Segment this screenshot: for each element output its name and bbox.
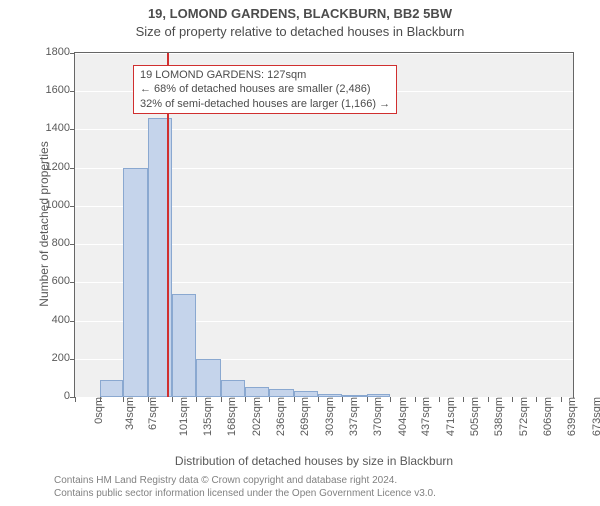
ytick-label: 200 xyxy=(30,352,70,364)
xtick-label: 673sqm xyxy=(591,397,600,436)
histogram-chart: 0sqm34sqm67sqm101sqm135sqm168sqm202sqm23… xyxy=(54,52,574,398)
xtick-mark xyxy=(390,397,391,402)
xtick-mark xyxy=(439,397,440,402)
xtick-label: 202sqm xyxy=(251,397,263,436)
xtick-label: 538sqm xyxy=(493,397,505,436)
annotation-line: ← 68% of detached houses are smaller (2,… xyxy=(140,82,390,96)
ytick-label: 1400 xyxy=(30,122,70,134)
histogram-bar xyxy=(148,118,173,397)
ytick-mark xyxy=(70,359,75,360)
xtick-label: 101sqm xyxy=(178,397,190,436)
xtick-label: 572sqm xyxy=(518,397,530,436)
ytick-label: 400 xyxy=(30,314,70,326)
histogram-bar xyxy=(245,387,269,397)
xtick-mark xyxy=(269,397,270,402)
ytick-mark xyxy=(70,91,75,92)
ytick-mark xyxy=(70,168,75,169)
ytick-mark xyxy=(70,53,75,54)
xtick-mark xyxy=(561,397,562,402)
ytick-label: 1600 xyxy=(30,84,70,96)
xtick-label: 269sqm xyxy=(299,397,311,436)
xtick-mark xyxy=(512,397,513,402)
xtick-label: 34sqm xyxy=(124,397,136,430)
ytick-label: 1000 xyxy=(30,199,70,211)
footer-line-1: Contains HM Land Registry data © Crown c… xyxy=(54,475,436,488)
xtick-label: 303sqm xyxy=(324,397,336,436)
ytick-label: 0 xyxy=(30,390,70,402)
footer-attribution: Contains HM Land Registry data © Crown c… xyxy=(54,475,436,500)
xtick-label: 236sqm xyxy=(275,397,287,436)
xtick-label: 337sqm xyxy=(348,397,360,436)
xtick-label: 135sqm xyxy=(203,397,215,436)
histogram-bar xyxy=(172,294,196,397)
histogram-bar xyxy=(100,380,124,397)
x-axis-label: Distribution of detached houses by size … xyxy=(54,454,574,468)
xtick-label: 437sqm xyxy=(421,397,433,436)
page-subtitle: Size of property relative to detached ho… xyxy=(0,24,600,40)
ytick-mark xyxy=(70,129,75,130)
xtick-mark xyxy=(294,397,295,402)
ytick-label: 1200 xyxy=(30,161,70,173)
xtick-label: 471sqm xyxy=(445,397,457,436)
xtick-mark xyxy=(245,397,246,402)
ytick-label: 1800 xyxy=(30,46,70,58)
xtick-mark xyxy=(415,397,416,402)
histogram-bar xyxy=(269,389,294,397)
annotation-line: 19 LOMOND GARDENS: 127sqm xyxy=(140,68,390,82)
xtick-mark xyxy=(367,397,368,402)
annotation-box: 19 LOMOND GARDENS: 127sqm← 68% of detach… xyxy=(133,65,397,114)
ytick-mark xyxy=(70,321,75,322)
ytick-mark xyxy=(70,282,75,283)
xtick-mark xyxy=(221,397,222,402)
xtick-mark xyxy=(75,397,76,402)
xtick-label: 505sqm xyxy=(470,397,482,436)
xtick-mark xyxy=(196,397,197,402)
histogram-bar xyxy=(196,359,221,397)
xtick-label: 370sqm xyxy=(372,397,384,436)
ytick-mark xyxy=(70,206,75,207)
xtick-mark xyxy=(123,397,124,402)
xtick-label: 404sqm xyxy=(397,397,409,436)
histogram-bar xyxy=(221,380,246,397)
xtick-mark xyxy=(148,397,149,402)
ytick-mark xyxy=(70,244,75,245)
xtick-mark xyxy=(318,397,319,402)
y-axis-label: Number of detached properties xyxy=(37,124,51,324)
annotation-line: 32% of semi-detached houses are larger (… xyxy=(140,97,390,111)
xtick-mark xyxy=(100,397,101,402)
xtick-label: 67sqm xyxy=(147,397,159,430)
xtick-mark xyxy=(536,397,537,402)
xtick-label: 168sqm xyxy=(226,397,238,436)
xtick-label: 606sqm xyxy=(543,397,555,436)
xtick-mark xyxy=(172,397,173,402)
xtick-label: 639sqm xyxy=(566,397,578,436)
ytick-label: 800 xyxy=(30,237,70,249)
histogram-bar xyxy=(123,168,148,397)
xtick-mark xyxy=(463,397,464,402)
gridline xyxy=(75,53,573,54)
xtick-mark xyxy=(488,397,489,402)
xtick-mark xyxy=(342,397,343,402)
ytick-label: 600 xyxy=(30,275,70,287)
page-title: 19, LOMOND GARDENS, BLACKBURN, BB2 5BW xyxy=(0,6,600,22)
footer-line-2: Contains public sector information licen… xyxy=(54,488,436,501)
plot-area: 0sqm34sqm67sqm101sqm135sqm168sqm202sqm23… xyxy=(74,52,574,398)
